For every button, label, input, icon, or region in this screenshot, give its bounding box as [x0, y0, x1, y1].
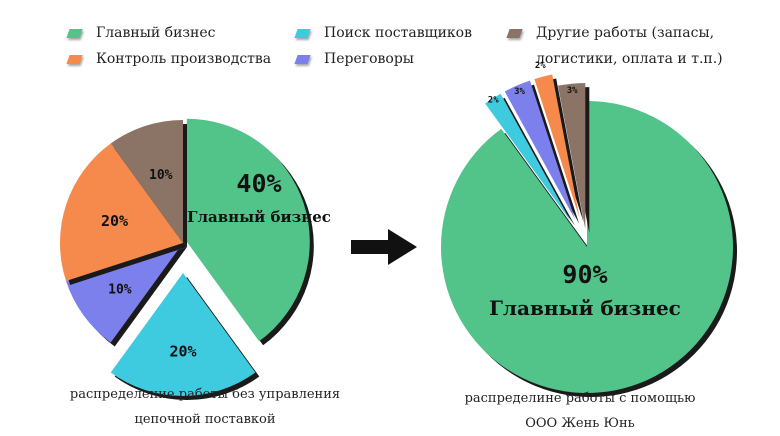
pie-chart-after: 2% 3% 2% 3% 90% Главный бизнес: [440, 61, 737, 397]
legend-item-negotiations: Переговоры: [294, 46, 414, 72]
pie-slice-контроль-производства: [534, 74, 580, 218]
chart-legend: Главный бизнес Контроль производства Пои…: [0, 0, 780, 80]
legend-label: Поиск поставщиков: [324, 25, 472, 41]
slice-value-label: 10%: [149, 168, 173, 183]
caption-after: распределине работы с помощью ООО Жень Ю…: [395, 386, 765, 436]
slice-value-label: 3%: [514, 87, 525, 97]
pie-slice-переговоры: [66, 243, 183, 343]
pie-slice-поиск-поставщиков: [485, 93, 571, 222]
pie-slice-другие-работы: [557, 83, 586, 230]
legend-label: Контроль производства: [96, 51, 272, 67]
caption-before: распределение работы без управления цепо…: [20, 382, 390, 432]
slice-value-label: 3%: [567, 86, 578, 96]
slice-value-label: 20%: [169, 342, 196, 360]
legend-item-supplier-search: Поиск поставщиков: [294, 20, 472, 46]
main-slice-title: Главный бизнес: [489, 296, 681, 320]
pie-slice-контроль-производства: [59, 143, 183, 282]
legend-item-production-control: Контроль производства: [66, 46, 272, 72]
slice-value-label: 2%: [535, 61, 546, 71]
legend-item-other-work: Другие работы (запасы, логистики, оплата…: [506, 20, 723, 72]
legend-item-main-business: Главный бизнес: [66, 20, 216, 46]
slice-value-label: 20%: [101, 212, 128, 230]
main-slice-title: Главный бизнес: [187, 208, 331, 226]
slice-value-label: 2%: [488, 95, 499, 105]
pie-slice-переговоры: [504, 80, 576, 220]
caption-line: распределине работы с помощью ООО Жень Ю…: [464, 391, 696, 431]
pie-slice-поиск-поставщиков: [110, 273, 256, 396]
transition-arrow-icon: [351, 229, 417, 265]
legend-label: Переговоры: [324, 51, 414, 67]
pie-slice-главный-бизнес: [440, 101, 733, 393]
main-slice-percent: 40%: [236, 169, 281, 198]
pie-slice-главный-бизнес: [186, 118, 310, 342]
legend-label: Другие работы (запасы, логистики, оплата…: [536, 25, 723, 67]
legend-label: Главный бизнес: [96, 25, 216, 41]
main-slice-percent: 90%: [562, 260, 607, 289]
pie-slice-другие-работы: [110, 120, 183, 243]
caption-line: распределение работы без управления цепо…: [69, 387, 341, 427]
pie-chart-before: 20% 10% 20% 10% 40% Главный бизнес: [59, 118, 331, 400]
slice-value-label: 10%: [108, 282, 132, 297]
